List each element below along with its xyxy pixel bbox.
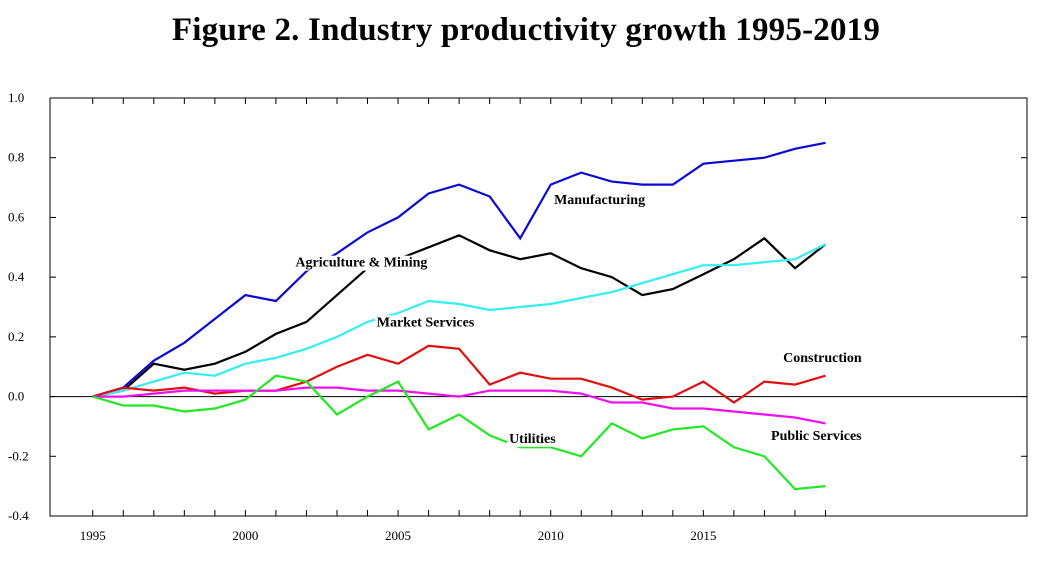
series-line-construction (92, 344, 826, 404)
y-tick-label: 0.4 (8, 269, 25, 284)
x-tick-label: 1995 (80, 528, 106, 543)
series-line-public-services (92, 386, 826, 425)
series-label-market-services: Market Services (377, 315, 475, 330)
series-label-background (781, 351, 864, 367)
x-tick-label: 2000 (232, 528, 258, 543)
series-line-manufacturing (92, 141, 826, 398)
y-tick-label: 0.8 (8, 150, 24, 165)
series-label-utilities: Utilities (509, 432, 556, 447)
series-line-utilities (92, 374, 826, 491)
chart-title: Figure 2. Industry productivity growth 1… (171, 12, 881, 48)
y-tick-label: 0.0 (8, 389, 24, 404)
y-tick-label: 0.2 (8, 329, 24, 344)
y-tick-label: 1.0 (8, 90, 24, 105)
series-label-background (769, 428, 865, 444)
series-label-background (293, 255, 430, 271)
series-line-agriculture-mining (92, 234, 827, 398)
series-label-agriculture-mining: Agriculture & Mining (295, 256, 427, 271)
series-label-background (374, 315, 477, 331)
y-tick-label: -0.2 (8, 448, 29, 463)
x-tick-label: 2015 (690, 528, 716, 543)
y-tick-label: -0.4 (8, 508, 29, 523)
x-tick-label: 2010 (538, 528, 564, 543)
series-label-public-services: Public Services (771, 429, 862, 444)
series-label-construction: Construction (783, 351, 862, 366)
series-label-background (507, 431, 559, 447)
series-label-manufacturing: Manufacturing (554, 193, 645, 208)
series-line-market-services (92, 243, 826, 398)
y-tick-label: 0.6 (8, 209, 25, 224)
series-label-background (552, 192, 648, 208)
plot-frame (49, 97, 1028, 517)
x-tick-label: 2005 (385, 528, 411, 543)
